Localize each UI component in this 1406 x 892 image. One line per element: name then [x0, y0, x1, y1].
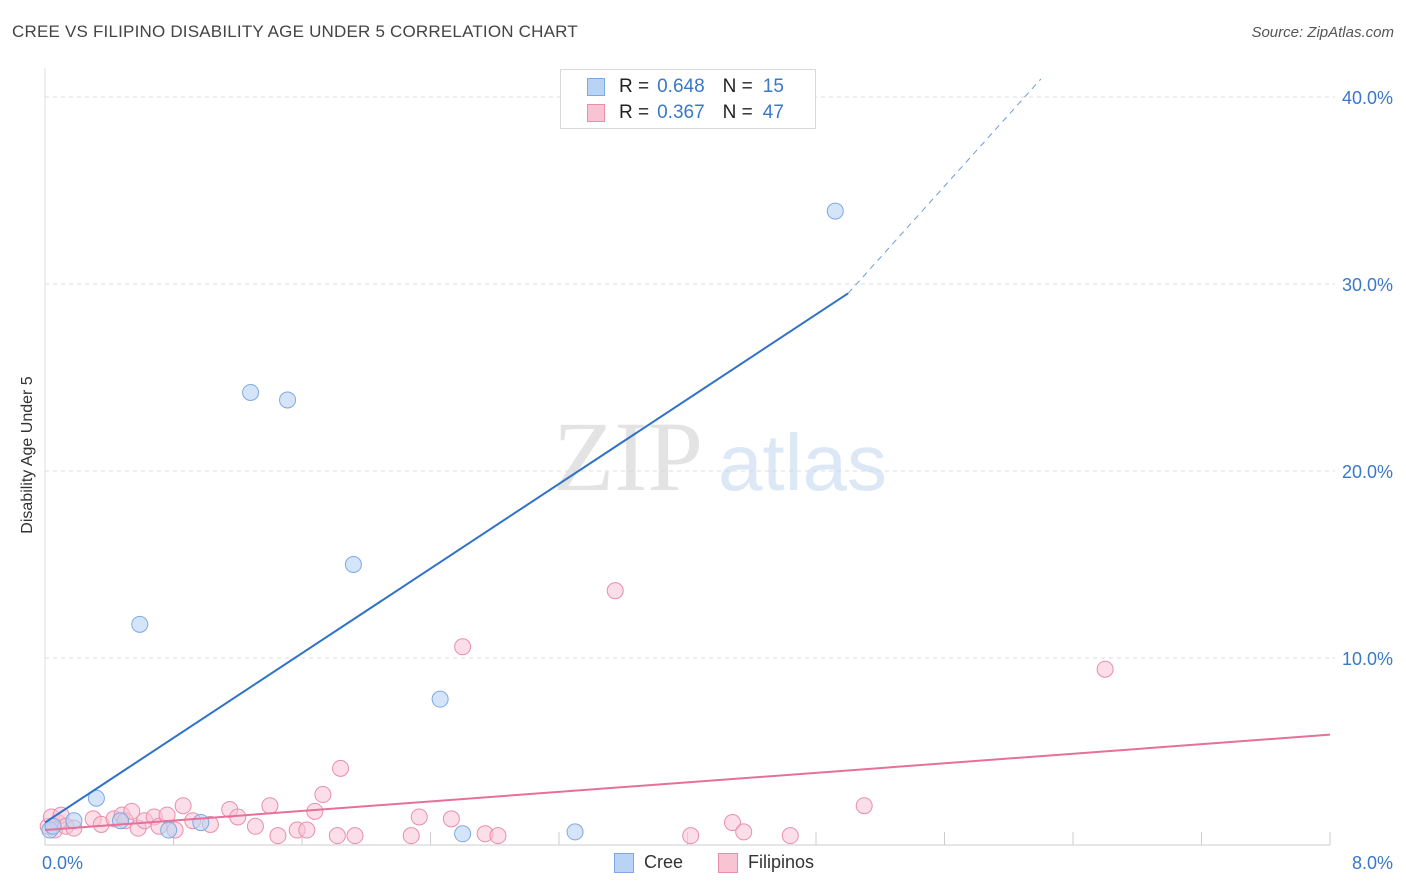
filipinos-point: [269, 827, 287, 845]
filipinos-legend-swatch: [718, 852, 738, 873]
x-tick-label: 0.0%: [42, 853, 83, 873]
legend-item-filipinos[interactable]: Filipinos: [718, 852, 814, 873]
filipinos-point: [261, 797, 279, 815]
filipinos-point: [174, 797, 192, 815]
cree-trend-line: [44, 292, 849, 824]
y-tick-label: 30.0%: [1342, 275, 1393, 295]
cree-trend-extension: [847, 78, 1042, 294]
filipinos-swatch: [587, 104, 605, 122]
filipinos-point: [314, 786, 332, 804]
r-label: R =: [619, 102, 650, 123]
cree-swatch: [587, 78, 605, 96]
y-tick-label: 10.0%: [1342, 649, 1393, 669]
filipinos-point: [328, 827, 346, 845]
filipinos-point: [489, 827, 507, 845]
cree-point: [160, 821, 178, 839]
cree-point: [242, 383, 260, 401]
r-label: R =: [619, 76, 650, 97]
n-label: N =: [722, 102, 753, 123]
cree-point: [566, 823, 584, 841]
filipinos-point: [332, 759, 350, 777]
cree-point: [454, 825, 472, 843]
legend-row-cree: R = 0.648 N = 15: [587, 75, 784, 99]
trend-lines: [44, 78, 1331, 832]
filipinos-legend-label: Filipinos: [748, 852, 815, 872]
cree-point: [87, 789, 105, 807]
n-value: 47: [762, 102, 784, 123]
cree-legend-label: Cree: [644, 852, 684, 872]
filipinos-point: [346, 827, 364, 845]
filipinos-point: [606, 582, 624, 600]
r-value: 0.367: [657, 102, 705, 123]
legend-row-filipinos: R = 0.367 N = 47: [587, 101, 784, 125]
cree-point: [111, 812, 129, 830]
cree-point: [826, 202, 844, 220]
filipinos-point: [123, 802, 141, 820]
watermark-atlas: atlas: [718, 418, 887, 507]
watermark-zip: ZIP: [553, 401, 703, 512]
legend-item-cree[interactable]: Cree: [614, 852, 683, 873]
n-value: 15: [762, 76, 784, 97]
source-label: Source: ZipAtlas.com: [1251, 24, 1394, 41]
tick-labels: 10.0% 20.0% 30.0% 40.0% 0.0% 8.0%: [42, 88, 1393, 873]
filipinos-point: [855, 797, 873, 815]
n-label: N =: [722, 76, 753, 97]
data-points: [39, 202, 1114, 845]
watermark: ZIP atlas: [553, 401, 887, 512]
y-tick-label: 40.0%: [1342, 88, 1393, 108]
cree-point: [279, 391, 297, 409]
filipinos-point: [298, 821, 316, 839]
filipinos-point: [723, 814, 741, 832]
cree-point: [192, 814, 210, 832]
cree-point: [131, 615, 149, 633]
series-legend: Cree Filipinos: [0, 852, 1406, 878]
correlation-legend: R = 0.648 N = 15 R = 0.367 N = 47: [560, 69, 816, 129]
x-tick-label: 8.0%: [1352, 853, 1393, 873]
y-tick-label: 20.0%: [1342, 462, 1393, 482]
cree-legend-swatch: [614, 852, 634, 873]
filipinos-point: [735, 823, 753, 841]
cree-point: [65, 812, 83, 830]
chart-title: CREE VS FILIPINO DISABILITY AGE UNDER 5 …: [12, 22, 578, 41]
filipinos-point: [454, 638, 472, 656]
filipinos-point: [246, 817, 264, 835]
cree-point: [344, 556, 362, 573]
filipinos-point: [402, 827, 420, 845]
r-value: 0.648: [657, 76, 705, 97]
filipinos-trend-line: [44, 733, 1331, 832]
filipinos-point: [781, 827, 799, 845]
filipinos-point: [682, 827, 700, 845]
filipinos-point: [410, 808, 428, 826]
filipinos-point: [442, 810, 460, 828]
cree-point: [431, 690, 449, 708]
filipinos-point: [1096, 660, 1114, 678]
